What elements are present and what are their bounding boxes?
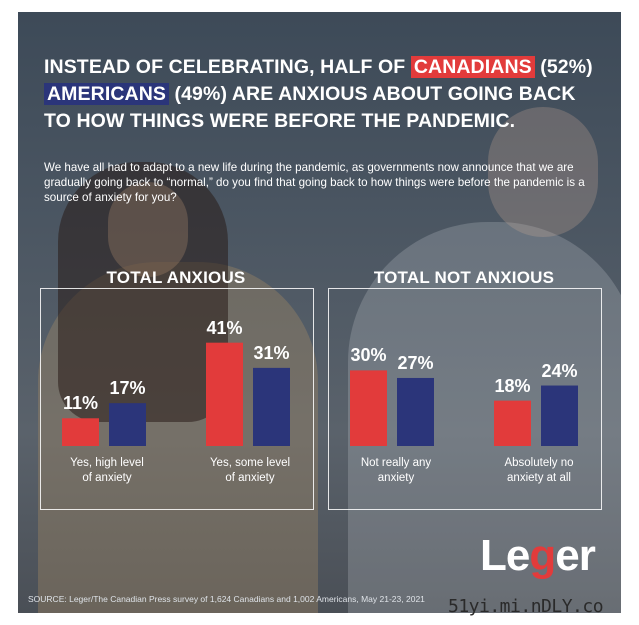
logo-post: er: [555, 531, 596, 580]
logo-g: g: [529, 531, 556, 580]
data-label-series1-cat2: 27%: [397, 352, 434, 373]
category-label-0: Yes, high level of anxiety: [52, 456, 162, 486]
not-anxious-box: [328, 288, 602, 510]
logo-pre: Le: [480, 531, 530, 580]
category-label-3: Absolutely no anxiety at all: [484, 456, 594, 486]
photo-man-head: [488, 107, 598, 237]
headline-canadians: CANADIANS: [410, 56, 535, 78]
headline-americans: AMERICANS: [44, 83, 169, 105]
data-label-series0-cat3: 18%: [494, 375, 531, 396]
bar-series1-cat2: [397, 377, 434, 446]
bar-series0-cat3: [494, 400, 531, 446]
category-label-0-line1: of anxiety: [82, 472, 132, 484]
bar-chart: [62, 342, 578, 446]
leger-logo: Leger: [480, 531, 596, 580]
bar-series0-cat1: [206, 342, 243, 446]
headline-part1: INSTEAD OF CELEBRATING, HALF OF: [44, 56, 411, 78]
anxious-box: [40, 288, 314, 510]
group-title-anxious: TOTAL ANXIOUS: [106, 268, 246, 287]
data-label-series1-cat1: 31%: [253, 342, 290, 363]
category-label-2-line1: anxiety: [377, 472, 415, 484]
data-label-series1-cat0: 17%: [109, 378, 146, 399]
headline-part2: (52%): [534, 56, 593, 78]
data-label-series0-cat0: 11%: [62, 393, 99, 414]
photo-woman-head: [108, 182, 188, 277]
photo-woman-hair: [58, 162, 228, 422]
bar-series1-cat3: [541, 385, 578, 446]
headline: INSTEAD OF CELEBRATING, HALF OF CANADIAN…: [44, 54, 604, 135]
watermark-text: 51yi.mi.nDLY.co: [448, 596, 604, 617]
group-title-not-anxious: TOTAL NOT ANXIOUS: [373, 268, 555, 287]
category-label-1-line1: of anxiety: [225, 472, 275, 484]
survey-question: We have all had to adapt to a new life d…: [44, 161, 585, 204]
data-label-series0-cat1: 41%: [206, 317, 243, 338]
infographic-panel: INSTEAD OF CELEBRATING, HALF OF CANADIAN…: [18, 12, 621, 613]
category-label-3-line1: anxiety at all: [507, 472, 571, 484]
bar-series0-cat2: [350, 370, 387, 446]
source-note: SOURCE: Leger/The Canadian Press survey …: [28, 594, 425, 604]
category-label-2-line0: Not really any: [360, 457, 432, 469]
data-label-series1-cat3: 24%: [541, 360, 578, 381]
bar-series0-cat0: [62, 418, 99, 446]
bar-series1-cat1: [253, 367, 290, 446]
category-label-3-line0: Absolutely no: [504, 457, 574, 469]
category-label-0-line0: Yes, high level: [70, 457, 144, 469]
category-label-2: Not really any anxiety: [341, 456, 451, 486]
data-label-series0-cat2: 30%: [350, 345, 387, 366]
bar-series1-cat0: [109, 403, 146, 446]
headline-part3: (49%) ARE ANXIOUS ABOUT GOING BACK TO HO…: [44, 83, 576, 132]
category-label-1-line0: Yes, some level: [209, 457, 291, 469]
category-label-1: Yes, some level of anxiety: [195, 456, 305, 486]
